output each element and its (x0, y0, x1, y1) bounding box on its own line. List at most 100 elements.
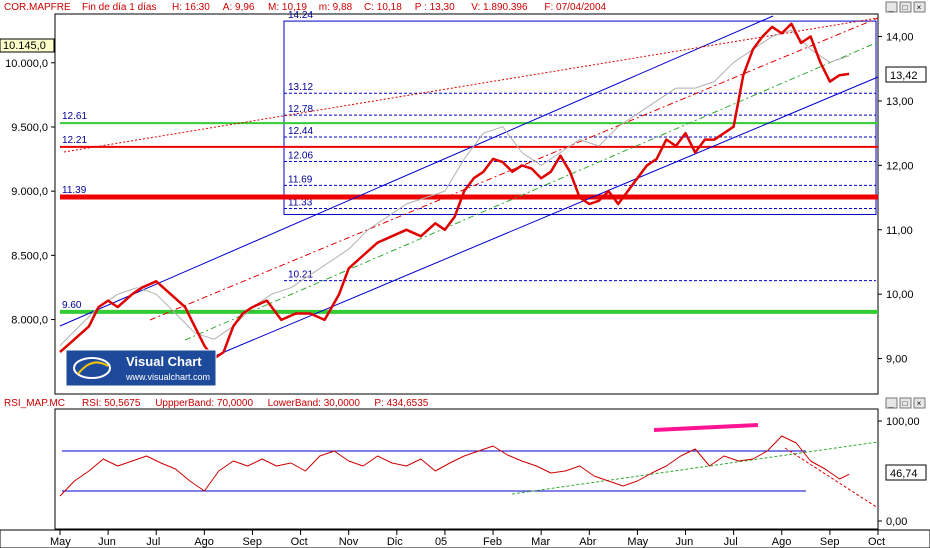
rsi-support-trend-line (511, 441, 879, 495)
horizontal-level-label: 12.61 (62, 111, 87, 122)
rsi-panel-frame (54, 408, 879, 530)
price-header-field: H: 16:30 (172, 2, 210, 13)
x-axis-label: Ago (194, 536, 214, 548)
channel-lower-line (209, 76, 879, 359)
right-axis-tick-label: 12,00 (886, 160, 914, 172)
fibonacci-box (283, 20, 877, 216)
rsi-header-name: RSI_MAP.MC (4, 398, 65, 409)
watermark-brand: Visual Chart (126, 354, 202, 369)
price-header-field: m: 9,88 (319, 2, 353, 13)
price-header-field: M: 10,19 (268, 2, 307, 13)
maximize-icon: □ (903, 3, 908, 12)
x-axis-label: May (627, 536, 648, 548)
price-header-title: Fin de día 1 días (82, 2, 157, 13)
right-axis-tick-label: 9,00 (886, 354, 907, 366)
right-current-box (885, 66, 927, 83)
rsi-close-icon: × (917, 399, 922, 408)
price-header-field: F: 07/04/2004 (544, 2, 606, 13)
right-axis-tick-label: 10,00 (886, 289, 914, 301)
visualchart-swoosh-icon (77, 361, 109, 375)
x-axis-label: Oct (291, 536, 308, 548)
left-axis-tick-label: 8.000,0 (11, 315, 48, 327)
x-axis-label: Jun (676, 536, 694, 548)
x-axis-band (0, 529, 930, 548)
left-current-box (0, 38, 55, 53)
rsi-maximize-button[interactable] (899, 397, 912, 409)
x-axis-label: Dic (387, 536, 403, 548)
price-header-field: P : 13,30 (415, 2, 455, 13)
close-button[interactable] (913, 1, 926, 13)
rsi-minimize-button[interactable] (885, 397, 898, 409)
minimize-button[interactable] (885, 1, 898, 13)
x-axis-label: Jul (724, 536, 738, 548)
fibonacci-level-label: 12.78 (288, 104, 313, 115)
x-axis-label: May (50, 536, 71, 548)
left-current-label: 10.145,0 (3, 40, 46, 52)
horizontal-level-label: 9.60 (62, 300, 82, 311)
rsi-current-box (885, 464, 927, 481)
red-dashdot-trend-line (149, 17, 879, 321)
watermark-box (65, 349, 217, 387)
fibonacci-level-label: 14.24 (288, 10, 313, 21)
comparison-price-line (59, 29, 850, 347)
rsi-line (59, 435, 850, 497)
fibonacci-level-label: 12.44 (288, 126, 313, 137)
price-header-field: C: 10,18 (364, 2, 402, 13)
left-axis-tick-label: 8.500,0 (11, 250, 48, 262)
rsi-header-field: UppperBand: 70,0000 (155, 398, 253, 409)
rsi-header-fields: RSI: 50,5675 UppperBand: 70,0000 LowerBand… (82, 398, 429, 409)
x-axis-label: 05 (435, 536, 447, 548)
left-axis-tick-label: 9.500,0 (11, 122, 48, 134)
red-dotted-trend-line (63, 17, 879, 153)
rsi-current-value: 46,74 (885, 464, 927, 481)
x-axis-label: Mar (531, 536, 550, 548)
fibonacci-level-label: 11.33 (288, 198, 313, 209)
x-axis-label: Sep (820, 536, 840, 548)
price-header-symbol: COR.MAPFRE (4, 2, 71, 13)
mapfre-price-line (59, 22, 850, 360)
price-header-field: V: 1.890.396 (471, 2, 528, 13)
watermark-url: www.visualchart.com (125, 372, 210, 382)
price-header-field: A: 9,96 (223, 2, 255, 13)
rsi-axis-tick-label: 0,00 (886, 516, 907, 528)
rsi-close-button[interactable] (913, 397, 926, 409)
rsi-maximize-icon: □ (903, 399, 908, 408)
visualchart-logo-icon (73, 357, 111, 379)
rsi-axis-tick-label: 100,00 (886, 416, 920, 428)
rsi-current-label: 46,74 (890, 468, 918, 480)
rsi-breakdown-trend-line (784, 447, 879, 509)
close-icon: × (917, 3, 922, 12)
horizontal-level-label: 12.21 (62, 135, 87, 146)
fibonacci-level-label: 13.12 (288, 82, 313, 93)
x-axis-label: Ago (772, 536, 792, 548)
rsi-minimize-icon: _ (887, 398, 894, 408)
left-current-value: 10.145,0 (0, 38, 55, 53)
horizontal-level-label: 11.39 (62, 185, 87, 196)
x-axis-label: Oct (868, 536, 885, 548)
right-axis-tick-label: 13,00 (886, 96, 914, 108)
x-axis-label: Feb (483, 536, 502, 548)
fibonacci-level-label: 10.21 (288, 270, 313, 281)
left-axis-tick-label: 10.000,0 (5, 58, 48, 70)
price-header-fields: H: 16:30 A: 9,96 M: 10,19 m: 9,88 C: 10,18 P … (172, 2, 607, 13)
right-axis-tick-label: 14,00 (886, 32, 914, 44)
x-axis-label: Jun (98, 536, 116, 548)
fibonacci-level-label: 12.06 (288, 150, 313, 161)
left-axis-tick-label: 9.000,0 (11, 186, 48, 198)
price-panel-buttons: _ □ × (885, 1, 926, 13)
rsi-panel-buttons: _ □ × (885, 397, 926, 409)
watermark: Visual Chart www.visualchart.com (65, 349, 217, 387)
x-axis-label: Nov (339, 536, 359, 548)
channel-upper-line (59, 15, 774, 327)
x-axis-label: Jul (146, 536, 160, 548)
maximize-button[interactable] (899, 1, 912, 13)
price-panel-frame (54, 13, 879, 395)
right-axis-tick-label: 11,00 (886, 225, 913, 237)
right-current-label: 13,42 (890, 70, 918, 82)
rsi-header-field: RSI: 50,5675 (82, 398, 141, 409)
minimize-icon: _ (887, 2, 894, 12)
rsi-divergence-line (653, 423, 759, 432)
